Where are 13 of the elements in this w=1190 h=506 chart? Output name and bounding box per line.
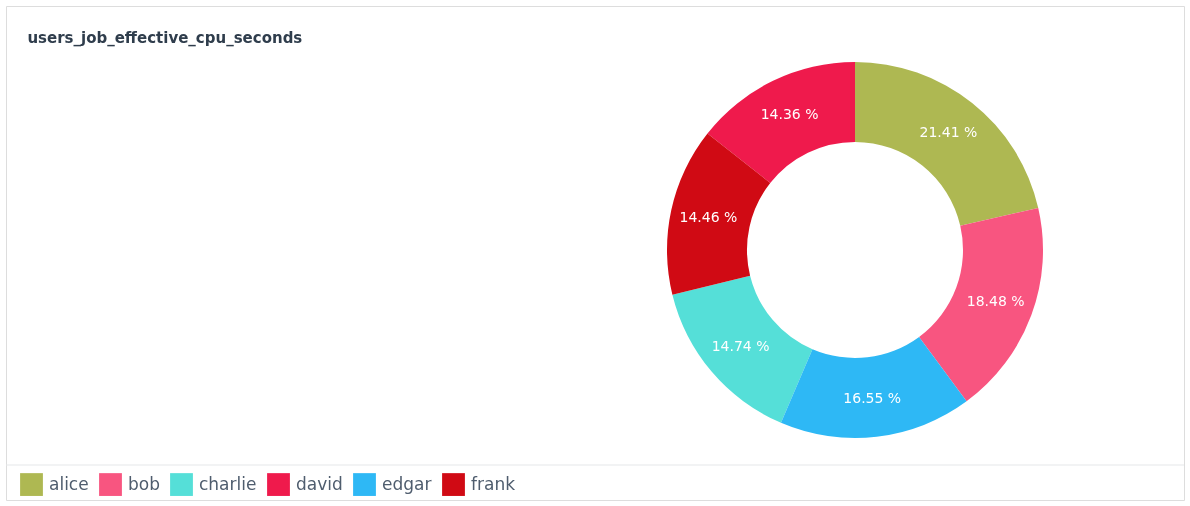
legend-label: edgar: [382, 473, 432, 494]
data-label: 14.46 %: [679, 209, 738, 226]
legend-label: charlie: [199, 473, 257, 494]
legend-label: david: [296, 473, 343, 494]
data-label: 18.48 %: [966, 293, 1025, 310]
data-label: 21.41 %: [919, 123, 978, 140]
chart-title: users_job_effective_cpu_seconds: [27, 29, 303, 47]
data-label: 16.55 %: [843, 390, 902, 406]
data-label: 14.36 %: [760, 106, 819, 123]
data-label: 14.74 %: [711, 337, 770, 354]
legend-label: alice: [49, 473, 89, 494]
legend-label: frank: [471, 473, 516, 494]
legend-label: bob: [128, 473, 160, 494]
